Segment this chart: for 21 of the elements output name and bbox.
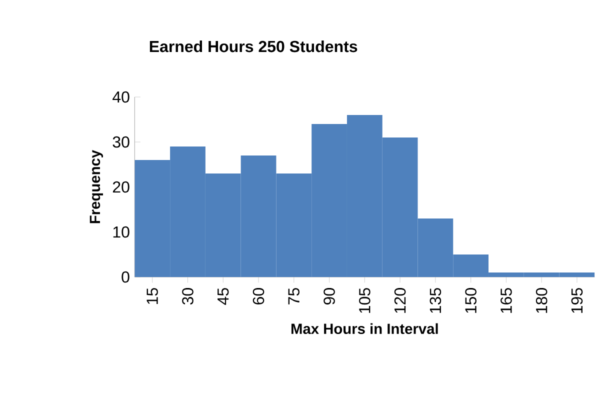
x-tick-label: 165 bbox=[500, 288, 512, 313]
y-tick-label: 40 bbox=[112, 91, 130, 103]
y-tick-label: 30 bbox=[112, 136, 130, 148]
x-tick-label: 105 bbox=[359, 288, 370, 313]
x-tick-label: 15 bbox=[146, 288, 158, 304]
y-axis-title: Frequency bbox=[90, 150, 103, 224]
x-tick-label: 90 bbox=[324, 288, 335, 304]
x-tick-label: 75 bbox=[288, 288, 300, 304]
x-tick-label: 45 bbox=[218, 288, 229, 305]
y-tick-label: 0 bbox=[122, 271, 130, 283]
y-tick-label: 20 bbox=[112, 181, 130, 193]
x-tick-label: 135 bbox=[430, 288, 442, 313]
y-tick-label: 10 bbox=[113, 226, 130, 238]
x-tick-label: 195 bbox=[571, 288, 583, 313]
x-tick-label: 180 bbox=[536, 288, 548, 313]
x-tick-label: 30 bbox=[182, 288, 194, 305]
x-axis-title: Max Hours in Interval bbox=[291, 323, 438, 334]
x-tick-label: 120 bbox=[394, 288, 406, 313]
x-tick-label: 60 bbox=[252, 288, 264, 304]
chart-title: Earned Hours 250 Students bbox=[150, 40, 358, 52]
x-tick-label: 150 bbox=[465, 288, 476, 313]
